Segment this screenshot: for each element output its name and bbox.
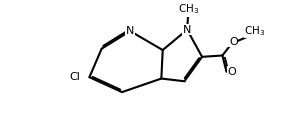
Text: O: O <box>228 67 236 77</box>
Text: Cl: Cl <box>69 72 80 82</box>
Text: CH$_3$: CH$_3$ <box>244 24 266 38</box>
Text: N: N <box>183 25 191 35</box>
Text: CH$_3$: CH$_3$ <box>178 2 199 16</box>
Text: N: N <box>126 26 134 36</box>
Text: O: O <box>229 37 238 47</box>
